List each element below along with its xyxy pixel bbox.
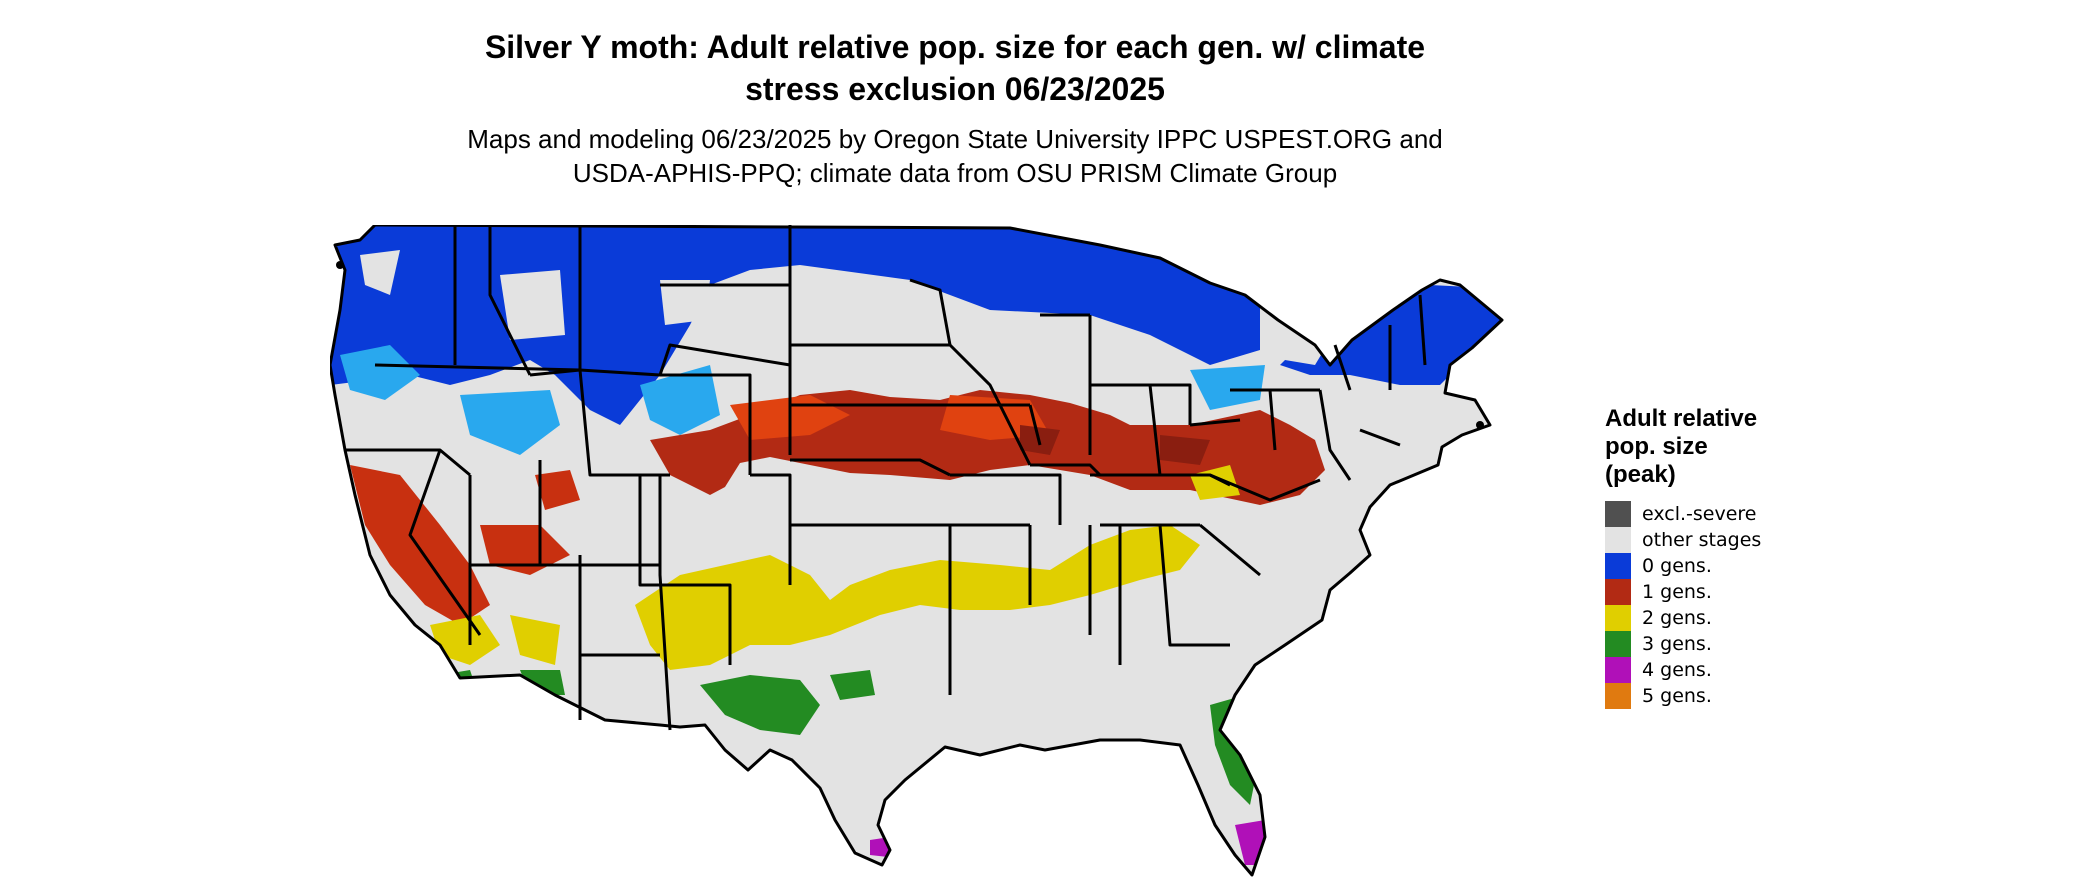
legend-label: 2 gens. [1642, 607, 1712, 629]
legend-swatch [1605, 683, 1631, 709]
map-subtitle: Maps and modeling 06/23/2025 by Oregon S… [0, 122, 1910, 190]
legend-label: 4 gens. [1642, 659, 1712, 681]
legend-item: 3 gens. [1605, 631, 1845, 657]
legend-item: excl.-severe [1605, 501, 1845, 527]
legend-items: excl.-severe other stages 0 gens. 1 gens. 2 … [1605, 501, 1845, 709]
legend-label: excl.-severe [1642, 503, 1757, 525]
map-subtitle-line2: USDA-APHIS-PPQ; climate data from OSU PR… [572, 158, 1338, 188]
legend-item: 2 gens. [1605, 605, 1845, 631]
legend-label: 3 gens. [1642, 633, 1712, 655]
legend-swatch [1605, 501, 1631, 527]
legend-swatch [1605, 579, 1631, 605]
map-title: Silver Y moth: Adult relative pop. size … [0, 26, 1910, 110]
map-legend: Adult relative pop. size (peak) excl.-se… [1605, 405, 1845, 709]
map-title-line2: stress exclusion 06/23/2025 [745, 71, 1165, 107]
legend-label: 0 gens. [1642, 555, 1712, 577]
legend-swatch [1605, 605, 1631, 631]
legend-swatch [1605, 631, 1631, 657]
map-title-line1: Silver Y moth: Adult relative pop. size … [484, 29, 1426, 65]
legend-swatch [1605, 527, 1631, 553]
legend-swatch [1605, 553, 1631, 579]
legend-label: 5 gens. [1642, 685, 1712, 707]
map-subtitle-line1: Maps and modeling 06/23/2025 by Oregon S… [467, 124, 1443, 154]
legend-label: other stages [1642, 529, 1762, 551]
legend-label: 1 gens. [1642, 581, 1712, 603]
legend-swatch [1605, 657, 1631, 683]
legend-item: 4 gens. [1605, 657, 1845, 683]
legend-title: Adult relative pop. size (peak) [1605, 405, 1758, 488]
legend-item: other stages [1605, 527, 1845, 553]
legend-item: 1 gens. [1605, 579, 1845, 605]
legend-item: 5 gens. [1605, 683, 1845, 709]
us-map [330, 225, 1600, 890]
legend-item: 0 gens. [1605, 553, 1845, 579]
